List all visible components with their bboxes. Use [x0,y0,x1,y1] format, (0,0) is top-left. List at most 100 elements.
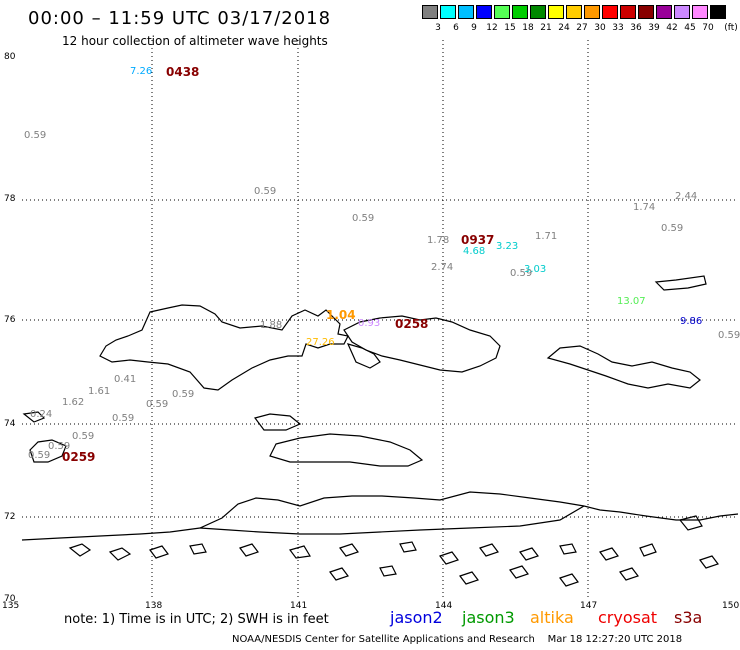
northeast-islet [654,275,707,291]
wave-height-label: 0.59 [72,431,95,442]
scale-swatch [620,5,636,19]
scale-swatch [710,5,726,19]
lyakhovsky-island-coast [269,433,424,467]
legend-jason3: jason3 [462,608,515,627]
wave-height-label: 0.59 [28,450,51,461]
bunge-land-coast [346,343,381,369]
pass-time-label: 0937 [461,233,495,247]
lon-label-144: 144 [435,601,453,611]
scale-label: 27 [576,23,588,33]
wave-height-label: 0.59 [48,441,71,452]
legend-jason2: jason2 [390,608,443,627]
wave-height-label: 0.59 [112,413,135,424]
scale-unit-label: (ft) [724,23,738,33]
lon-label-147: 147 [580,601,598,611]
lon-label-138: 138 [145,601,163,611]
scale-swatch [602,5,618,19]
scale-label: 6 [453,23,459,33]
scale-label: 18 [522,23,534,33]
scale-swatch [440,5,456,19]
legend-cryosat: cryosat [598,608,658,627]
scale-swatch [458,5,474,19]
lon-label-150: 150 [722,601,740,611]
eastern-islet [546,345,701,389]
wave-height-label: 0.59 [352,213,375,224]
lat-label-74: 74 [4,419,16,429]
scale-swatch [656,5,672,19]
scale-label: 3 [435,23,441,33]
wave-height-label: 0.59 [146,399,169,410]
new-siberia-island-coast [343,315,501,373]
scale-label: 21 [540,23,552,33]
scale-label: 15 [504,23,516,33]
lat-label-70: 70 [4,594,16,604]
lat-label-78: 78 [4,194,16,204]
wave-height-label: 0.59 [510,268,533,279]
wave-height-label: 0.59 [661,223,684,234]
wave-height-label: 2.74 [431,262,454,273]
footer-credit: NOAA/NESDIS Center for Satellite Applica… [232,634,682,645]
scale-swatch [566,5,582,19]
delta-islets [68,515,719,587]
wave-height-label: 1.62 [62,397,85,408]
wave-height-label: 1.71 [535,231,558,242]
wave-height-label: 1.74 [633,202,656,213]
legend-altika: altika [530,608,574,627]
credit-text: NOAA/NESDIS Center for Satellite Applica… [232,634,535,645]
scale-swatch [422,5,438,19]
scale-label: 30 [594,23,606,33]
scale-label: 42 [666,23,678,33]
wave-height-label: 1.88 [260,320,283,331]
scale-swatch [548,5,564,19]
wave-height-label: 4.68 [463,246,486,257]
small-islet-b [253,413,302,431]
scale-label: 45 [684,23,696,33]
scale-label: 39 [648,23,660,33]
wave-height-label: 1.04 [326,308,356,322]
wave-height-label: 0.59 [718,330,740,341]
wave-height-label: 13.07 [617,296,646,307]
scale-swatch [692,5,708,19]
wave-height-label: 1.78 [427,235,450,246]
scale-label: 12 [486,23,498,33]
mainland-shelf [199,505,585,535]
lat-label-76: 76 [4,315,16,325]
wave-height-label: 27.26 [306,337,335,348]
kotelny-island-coast [99,304,349,391]
scale-label: 70 [702,23,714,33]
wave-height-label: 3.23 [496,241,519,252]
pass-time-label: 0259 [62,450,96,464]
wave-height-label: 3.03 [524,264,547,275]
credit-timestamp: Mar 18 12:27:20 UTC 2018 [547,634,683,645]
map-subtitle: 12 hour collection of altimeter wave hei… [62,34,328,48]
scale-swatch [512,5,528,19]
scale-swatch [476,5,492,19]
wave-height-label: 7.26 [130,66,153,77]
scale-swatch [674,5,690,19]
scale-swatch [584,5,600,19]
wave-height-label: 0.59 [172,389,195,400]
legend-s3a: s3a [674,608,703,627]
lon-label-141: 141 [290,601,308,611]
wave-height-label: 0.59 [24,130,47,141]
small-islet-a [22,411,46,423]
wave-height-label: 0.59 [254,186,277,197]
lat-label-80: 80 [4,52,16,62]
wave-height-label: 9.86 [680,316,703,327]
pass-time-label: 0438 [166,65,200,79]
scale-swatch [530,5,546,19]
mainland-coast [21,491,739,541]
western-islet [29,439,67,463]
coastline [21,275,739,587]
scale-swatch [638,5,654,19]
wave-height-label: 1.61 [88,386,111,397]
scale-label: 9 [471,23,477,33]
wave-height-label: 2.44 [675,191,698,202]
lat-label-72: 72 [4,512,16,522]
scale-swatch [494,5,510,19]
wave-height-label: 0.93 [358,318,381,329]
pass-time-label: 0258 [395,317,429,331]
wave-height-label: 0.41 [114,374,137,385]
